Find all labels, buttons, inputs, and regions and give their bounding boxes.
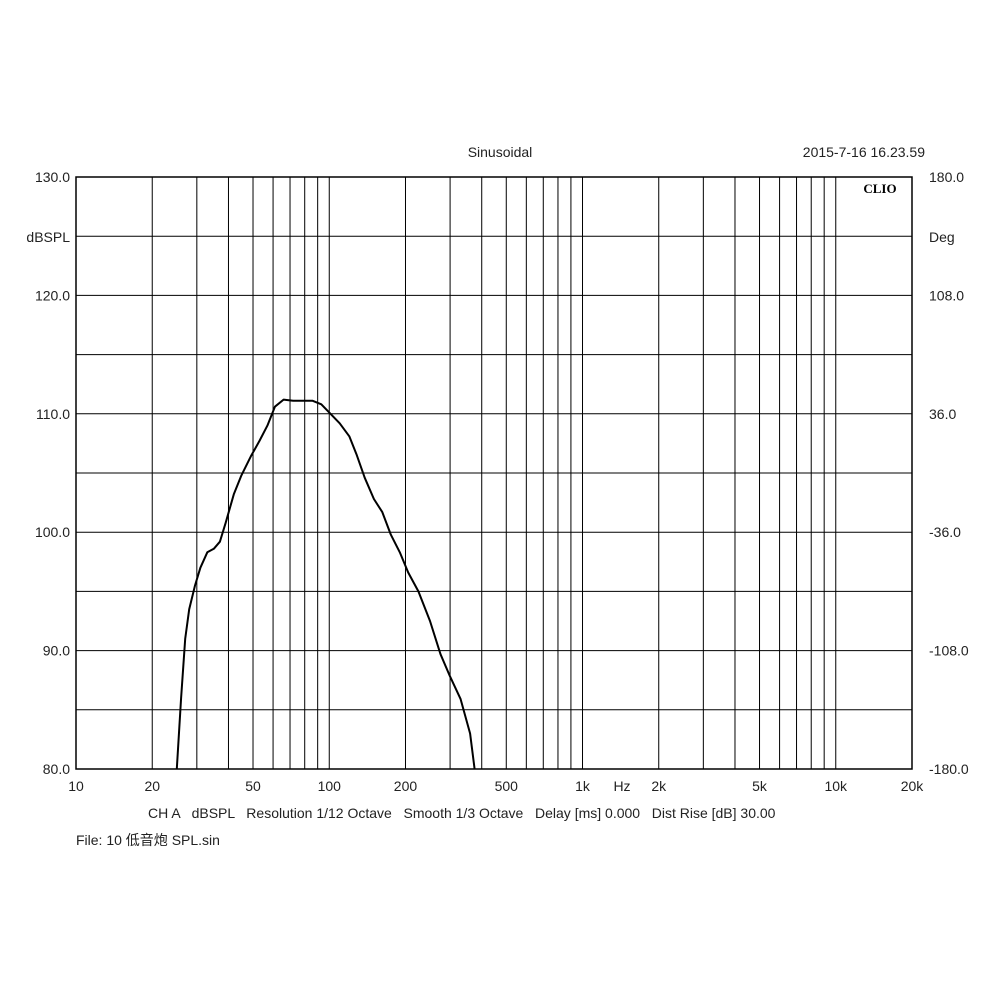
x-tick-label: 10k	[824, 778, 848, 794]
x-unit-label: Hz	[613, 778, 630, 794]
x-tick-label: 20k	[901, 778, 925, 794]
x-tick-label: 100	[318, 778, 342, 794]
y-tick-label: 110.0	[36, 406, 70, 422]
x-tick-label: 20	[144, 778, 160, 794]
y2-tick-label: -180.0	[929, 761, 969, 777]
y2-tick-label: 36.0	[929, 406, 956, 422]
x-tick-label: 1k	[575, 778, 591, 794]
x-tick-label: 500	[495, 778, 519, 794]
y2-tick-label: 180.0	[929, 169, 964, 185]
y2-axis-label: Deg	[929, 229, 955, 245]
y-tick-label: 120.0	[35, 287, 70, 303]
settings-line: CH A dBSPL Resolution 1/12 Octave Smooth…	[148, 805, 776, 821]
spl-curve	[175, 398, 476, 770]
y-tick-label: 90.0	[43, 643, 70, 659]
y2-tick-label: 108.0	[929, 287, 964, 303]
chart-title: Sinusoidal	[468, 144, 533, 160]
y-tick-label: 100.0	[35, 524, 70, 540]
y-axis-label: dBSPL	[26, 229, 70, 245]
logo-box	[858, 180, 908, 196]
y2-tick-label: -108.0	[929, 643, 969, 659]
y-tick-label: 80.0	[43, 761, 70, 777]
file-line: File: 10 低音炮 SPL.sin	[76, 832, 220, 848]
y2-tick-label: -36.0	[929, 524, 961, 540]
x-tick-label: 10	[68, 778, 84, 794]
x-tick-label: 2k	[651, 778, 667, 794]
y-tick-label: 130.0	[35, 169, 70, 185]
timestamp: 2015-7-16 16.23.59	[803, 144, 925, 160]
x-tick-label: 5k	[752, 778, 768, 794]
x-tick-label: 50	[245, 778, 261, 794]
x-tick-label: 200	[394, 778, 418, 794]
plot-frame	[75, 176, 913, 770]
clio-logo: CLIO	[863, 181, 896, 196]
